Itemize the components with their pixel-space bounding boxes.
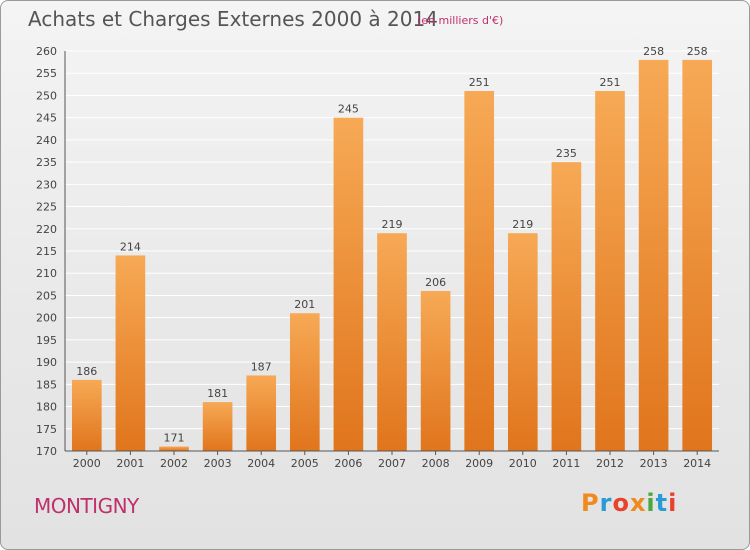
data-label: 258 xyxy=(687,45,708,58)
data-label: 251 xyxy=(469,76,490,89)
data-label: 186 xyxy=(76,365,97,378)
bar-2011 xyxy=(551,162,582,451)
data-label: 235 xyxy=(556,147,577,160)
bar-2003 xyxy=(202,402,233,451)
y-tick-label: 190 xyxy=(36,356,57,369)
bar-2012 xyxy=(595,91,625,451)
data-label: 251 xyxy=(600,76,621,89)
logo-letter: x xyxy=(629,489,647,517)
logo-letter: i xyxy=(668,489,678,517)
y-tick-label: 245 xyxy=(36,112,57,125)
y-tick-label: 235 xyxy=(36,156,57,169)
data-label: 201 xyxy=(294,298,315,311)
y-tick-label: 180 xyxy=(36,401,57,414)
chart-title: Achats et Charges Externes 2000 à 2014 xyxy=(28,7,438,31)
x-tick-label: 2010 xyxy=(509,457,537,470)
data-label: 219 xyxy=(512,218,533,231)
y-tick-label: 220 xyxy=(36,223,57,236)
x-tick-label: 2002 xyxy=(160,457,188,470)
y-tick-label: 185 xyxy=(36,378,57,391)
bar-2013 xyxy=(638,59,669,452)
chart-subtitle: (en milliers d'€) xyxy=(417,14,504,27)
bar-2009 xyxy=(464,91,495,451)
data-label: 187 xyxy=(251,360,272,373)
y-tick-label: 215 xyxy=(36,245,57,258)
x-tick-label: 2001 xyxy=(116,457,144,470)
bar-2010 xyxy=(507,233,538,451)
x-tick-label: 2011 xyxy=(552,457,580,470)
x-tick-label: 2000 xyxy=(73,457,101,470)
y-tick-label: 210 xyxy=(36,267,57,280)
bars: 186 214 171 181 187 201 245 219 206 251 219 235 251 2… xyxy=(71,45,713,452)
data-label: 206 xyxy=(425,276,446,289)
y-tick-label: 200 xyxy=(36,312,57,325)
data-label: 245 xyxy=(338,103,359,116)
y-tick-label: 255 xyxy=(36,67,57,80)
x-tick-label: 2004 xyxy=(247,457,275,470)
data-label: 258 xyxy=(643,45,664,58)
x-tick-label: 2013 xyxy=(640,457,668,470)
x-tick-label: 2005 xyxy=(291,457,319,470)
data-label: 219 xyxy=(382,218,403,231)
y-tick-label: 170 xyxy=(36,445,57,458)
bar-2004 xyxy=(246,375,277,451)
bar-2005 xyxy=(289,313,320,451)
y-tick-label: 260 xyxy=(36,45,57,58)
place-name: MONTIGNY xyxy=(34,494,139,518)
y-tick-label: 240 xyxy=(36,134,57,147)
y-tick-label: 205 xyxy=(36,289,57,302)
logo-letter: t xyxy=(655,489,669,517)
y-tick-label: 230 xyxy=(36,178,57,191)
data-label: 214 xyxy=(120,240,141,253)
logo-letter: i xyxy=(646,489,656,517)
y-tick-label: 225 xyxy=(36,201,57,214)
x-tick-label: 2007 xyxy=(378,457,406,470)
x-tick-label: 2006 xyxy=(334,457,362,470)
logo-letter: r xyxy=(599,489,613,517)
bar-2007 xyxy=(377,233,407,451)
bar-2006 xyxy=(333,117,364,452)
x-tick-label: 2009 xyxy=(465,457,493,470)
x-tick-label: 2012 xyxy=(596,457,624,470)
x-tick-label: 2014 xyxy=(683,457,711,470)
proxiti-logo[interactable]: Proxiti xyxy=(581,489,677,517)
bar-2002 xyxy=(159,446,189,451)
logo-letter: o xyxy=(612,489,630,517)
data-label: 181 xyxy=(207,387,228,400)
bar-2014 xyxy=(682,59,713,452)
bar-2000 xyxy=(71,379,102,451)
x-tick-label: 2003 xyxy=(204,457,232,470)
axes: 170 175 180 185 190 195 200 205 210 215 220 225 230 2… xyxy=(36,45,719,470)
x-tick-label: 2008 xyxy=(422,457,450,470)
y-tick-label: 250 xyxy=(36,89,57,102)
bar-2001 xyxy=(115,255,146,451)
logo-letter: P xyxy=(581,489,600,517)
y-tick-label: 195 xyxy=(36,334,57,347)
data-label: 171 xyxy=(164,432,185,445)
bar-2008 xyxy=(420,291,451,451)
y-tick-label: 175 xyxy=(36,423,57,436)
